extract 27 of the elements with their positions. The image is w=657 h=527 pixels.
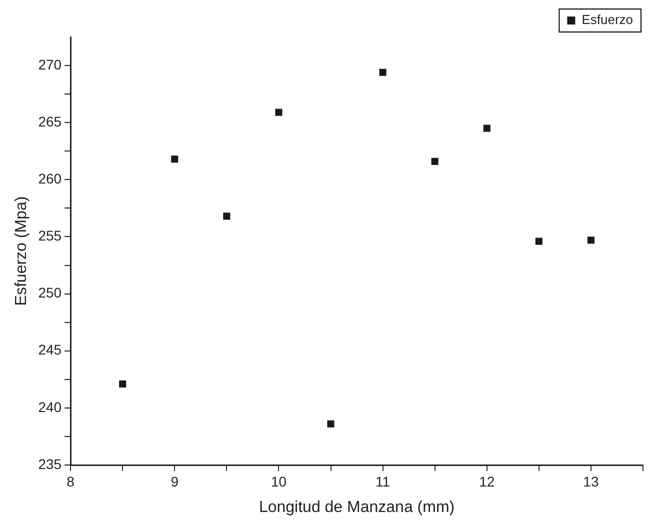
y-tick-label: 235 [38,456,62,472]
point [431,158,438,165]
legend-label: Esfuerzo [582,12,634,28]
point [275,108,282,116]
y-tick-label: 250 [38,284,62,301]
x-tick-label: 8 [66,473,75,490]
y-tick-label: 270 [38,56,62,72]
x-tick-label: 10 [270,473,287,490]
y-tick-label: 245 [38,342,62,358]
point [587,236,594,244]
y-tick-label: 260 [38,170,62,187]
x-tick-label: 11 [376,473,390,490]
point [535,238,542,245]
y-tick-label: 265 [38,113,62,130]
point [171,156,178,163]
y-tick-label: 240 [38,398,62,415]
point [119,380,126,388]
y-tick-label: 255 [38,228,62,244]
point [483,124,490,132]
point [379,68,386,76]
x-tick-label: 9 [170,473,179,490]
y-axis-title: Esfuerzo (Mpa) [13,196,30,306]
x-tick-label: 13 [583,473,599,490]
x-tick-label: 12 [479,473,495,490]
x-axis-title: Longitud de Manzana (mm) [258,498,455,516]
point [223,212,230,220]
point [327,420,334,428]
